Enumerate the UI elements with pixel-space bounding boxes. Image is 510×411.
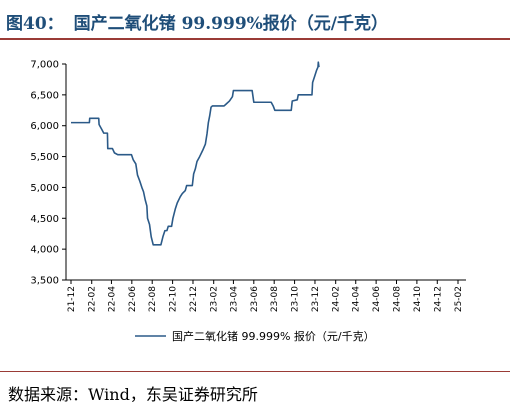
x-tick-label: 24-08	[393, 286, 403, 312]
chart-axes	[65, 64, 466, 281]
x-axis-ticks: 21-12 22-02 22-04 22-06 22-08 22-10 22-12 23-02…	[67, 280, 464, 312]
x-tick-label: 23-08	[270, 286, 280, 312]
source-note: 数据来源：Wind，东吴证券研究所	[8, 385, 258, 404]
x-tick-label: 25-02	[454, 286, 464, 312]
figure-title: 国产二氧化锗 99.999%报价（元/千克）	[73, 13, 389, 34]
line-chart: 3,500 4,000 4,500 5,000 5,500 6,000 6,500 7,000…	[30, 60, 466, 343]
x-tick-label: 22-06	[128, 286, 138, 312]
series-line	[71, 61, 320, 246]
legend-label: 国产二氧化锗 99.999% 报价（元/千克）	[172, 329, 375, 343]
x-tick-label: 23-10	[291, 286, 301, 312]
chart-legend: 国产二氧化锗 99.999% 报价（元/千克）	[135, 329, 375, 343]
x-tick-label: 24-06	[372, 286, 382, 312]
x-tick-label: 23-06	[250, 286, 260, 312]
title-divider	[0, 38, 510, 40]
x-tick-label: 22-10	[169, 286, 179, 312]
y-tick-label: 4,000	[30, 245, 59, 256]
x-tick-label: 23-02	[210, 286, 220, 312]
x-tick-label: 22-08	[148, 286, 158, 312]
x-tick-label: 23-04	[229, 286, 239, 312]
x-tick-label: 23-12	[311, 286, 321, 312]
x-tick-label: 24-10	[413, 286, 423, 312]
y-tick-label: 4,500	[30, 214, 59, 225]
x-tick-label: 21-12	[67, 286, 77, 312]
y-tick-label: 3,500	[30, 276, 59, 287]
y-axis-ticks: 3,500 4,000 4,500 5,000 5,500 6,000 6,500 7,000	[30, 60, 66, 287]
y-tick-label: 6,000	[30, 121, 59, 132]
x-tick-label: 24-12	[433, 286, 443, 312]
x-tick-label: 22-02	[88, 286, 98, 312]
source-divider	[0, 371, 510, 372]
figure-number: 图40：	[6, 13, 64, 34]
x-tick-label: 24-02	[332, 286, 342, 312]
y-tick-label: 7,000	[30, 60, 59, 71]
y-tick-label: 6,500	[30, 90, 59, 101]
y-tick-label: 5,500	[30, 152, 59, 163]
x-tick-label: 22-04	[107, 286, 117, 312]
y-tick-label: 5,000	[30, 183, 59, 194]
figure-title-row: 图40： 国产二氧化锗 99.999%报价（元/千克）	[6, 6, 504, 36]
x-tick-label: 22-12	[189, 286, 199, 312]
x-tick-label: 24-04	[352, 286, 362, 312]
